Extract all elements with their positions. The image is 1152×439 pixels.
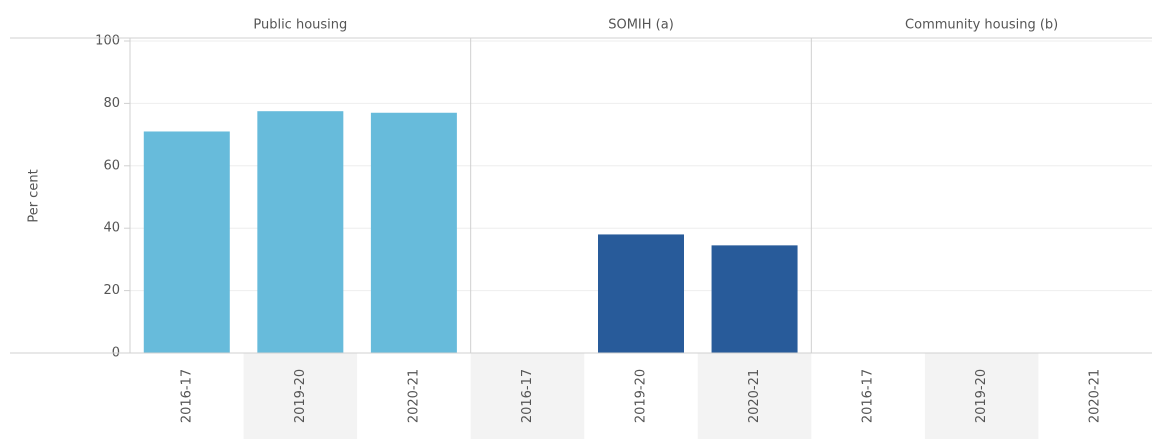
x-tick-label: 2016-17 bbox=[520, 369, 535, 423]
column-shade bbox=[924, 353, 1039, 439]
y-tick-label: 100 bbox=[95, 34, 120, 49]
bar bbox=[598, 234, 684, 353]
x-tick-label: 2016-17 bbox=[861, 369, 876, 423]
y-tick-label: 80 bbox=[103, 96, 120, 111]
x-tick-label: 2019-20 bbox=[974, 369, 989, 423]
x-tick-label: 2019-20 bbox=[293, 369, 308, 423]
background bbox=[243, 353, 1039, 439]
column-shade bbox=[470, 353, 585, 439]
bar bbox=[143, 131, 230, 353]
panel-title: Public housing bbox=[253, 18, 347, 33]
column-shade bbox=[243, 353, 358, 439]
x-tick-label: 2019-20 bbox=[634, 369, 649, 423]
bar bbox=[370, 112, 457, 353]
y-tick-label: 20 bbox=[103, 283, 120, 298]
y-axis-label: Per cent bbox=[27, 169, 42, 222]
panel-title: Community housing (b) bbox=[905, 18, 1058, 33]
y-tick-label: 40 bbox=[103, 221, 120, 236]
x-tick-label: 2020-21 bbox=[747, 369, 762, 423]
x-tick-label: 2016-17 bbox=[179, 369, 194, 423]
bar bbox=[257, 111, 344, 353]
y-tick-label: 60 bbox=[103, 158, 120, 173]
x-tick-label: 2020-21 bbox=[1088, 369, 1103, 423]
panel-title: SOMIH (a) bbox=[608, 18, 674, 33]
x-tick-label: 2020-21 bbox=[406, 369, 421, 423]
bar bbox=[711, 245, 798, 353]
column-shade bbox=[697, 353, 812, 439]
